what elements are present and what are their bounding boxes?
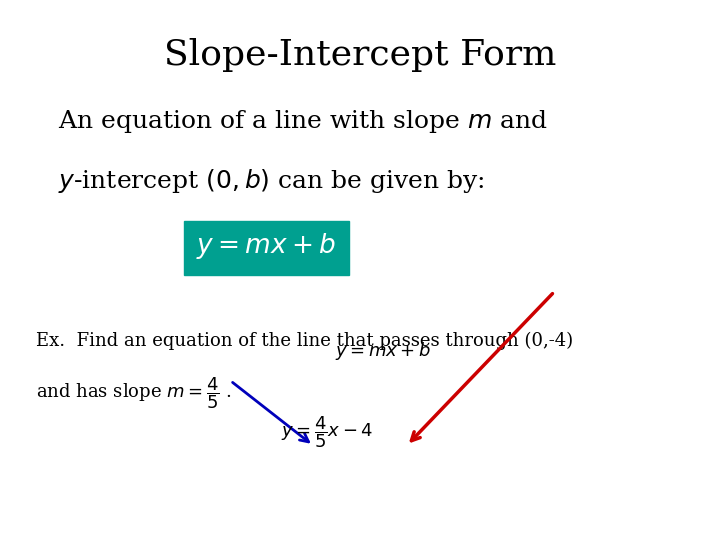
Text: $y = mx + b$: $y = mx + b$ [197, 231, 336, 261]
Text: and has slope $m = \dfrac{4}{5}$ .: and has slope $m = \dfrac{4}{5}$ . [36, 375, 232, 411]
Text: Ex.  Find an equation of the line that passes through (0,-4): Ex. Find an equation of the line that pa… [36, 332, 573, 350]
Text: $y = \dfrac{4}{5}x - 4$: $y = \dfrac{4}{5}x - 4$ [281, 414, 373, 450]
Text: $y$-intercept $\left(0,b\right)$ can be given by:: $y$-intercept $\left(0,b\right)$ can be … [58, 167, 484, 195]
Text: $y = mx + b$: $y = mx + b$ [335, 340, 431, 362]
Text: Slope-Intercept Form: Slope-Intercept Form [164, 38, 556, 72]
FancyBboxPatch shape [184, 221, 349, 275]
Text: An equation of a line with slope $m$ and: An equation of a line with slope $m$ and [58, 108, 547, 135]
